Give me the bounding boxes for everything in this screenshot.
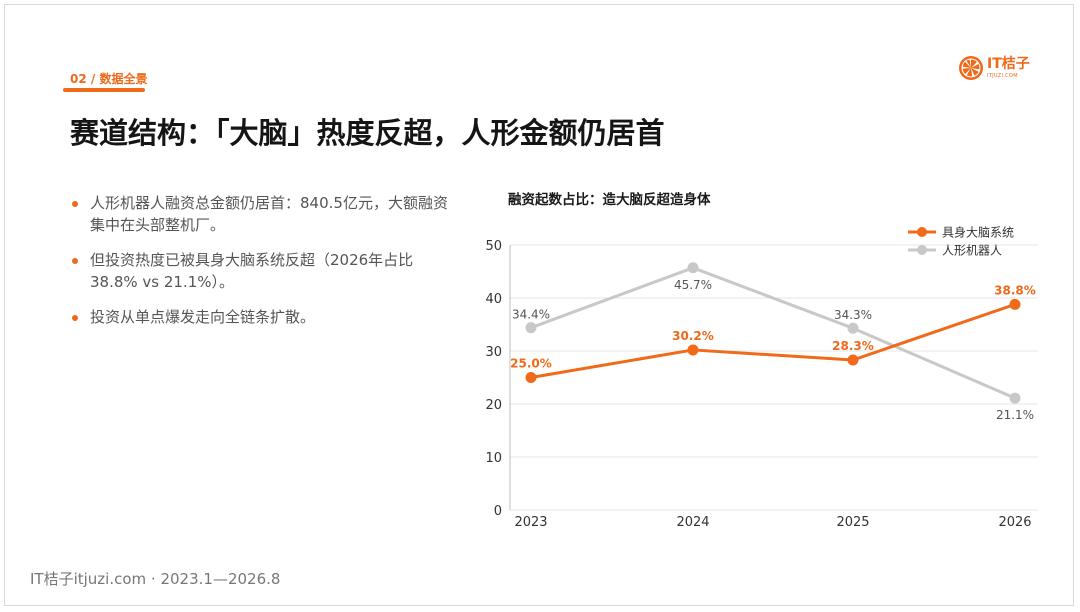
data-label-humanoid: 34.3% [834, 308, 872, 322]
data-point-humanoid [1009, 392, 1021, 404]
y-tick-label: 30 [485, 345, 502, 360]
data-label-humanoid: 34.4% [512, 308, 550, 322]
y-tick-label: 50 [485, 239, 502, 254]
section-underline [63, 88, 145, 92]
page-title: 赛道结构：「大脑」热度反超，人形金额仍居首 [70, 116, 665, 150]
bullet-list: 人形机器人融资总金额仍居首：840.5亿元，大额融资集中在头部整机厂。 但投资热… [72, 192, 452, 341]
bullet-dot [72, 315, 78, 321]
bullet-dot [72, 258, 78, 264]
series-line-humanoid [530, 266, 1016, 400]
slide-frame [4, 4, 1074, 606]
orange-slice-icon [959, 56, 983, 80]
bullet-text: 人形机器人融资总金额仍居首：840.5亿元，大额融资集中在头部整机厂。 [90, 194, 448, 234]
legend-swatch-marker [917, 245, 927, 255]
data-point-brain-system [847, 354, 859, 366]
y-tick-label: 0 [494, 504, 502, 519]
data-label-brain-system: 30.2% [672, 329, 714, 343]
bullet-item: 人形机器人融资总金额仍居首：840.5亿元，大额融资集中在头部整机厂。 [72, 192, 452, 236]
bullet-item: 投资从单点爆发走向全链条扩散。 [72, 306, 452, 328]
x-tick-label: 2025 [836, 515, 869, 530]
data-point-humanoid [847, 322, 859, 334]
x-tick-label: 2026 [998, 515, 1031, 530]
bullet-text: 投资从单点爆发走向全链条扩散。 [90, 308, 316, 326]
y-tick-label: 10 [485, 451, 502, 466]
data-point-brain-system [687, 344, 699, 356]
series-line-brain-system [530, 302, 1016, 379]
section-tag: 02 / 数据全景 [70, 72, 148, 86]
x-tick-label: 2023 [514, 515, 547, 530]
chart-title: 融资起数占比：造大脑反超造身体 [508, 192, 711, 208]
footer-source: IT桔子itjuzi.com · 2023.1—2026.8 [30, 570, 281, 588]
legend-label: 具身大脑系统 [942, 225, 1014, 240]
data-point-brain-system [1009, 298, 1021, 310]
data-point-humanoid [687, 262, 699, 274]
logo-sub: ITJUZI.COM [987, 73, 1018, 79]
logo-name: IT桔子 [987, 56, 1030, 72]
data-label-humanoid: 45.7% [674, 278, 712, 292]
line-chart: 0 10 20 30 40 50 2023 2024 2025 2026 34.4% 45.7% 34.… [485, 225, 1038, 530]
y-tick-label: 40 [485, 292, 502, 307]
bullet-dot [72, 201, 78, 207]
bullet-item: 但投资热度已被具身大脑系统反超（2026年占比38.8% vs 21.1%）。 [72, 249, 452, 293]
data-label-brain-system: 25.0% [510, 357, 552, 371]
data-point-humanoid [525, 322, 537, 334]
data-label-brain-system: 38.8% [994, 283, 1036, 297]
y-tick-label: 20 [485, 398, 502, 413]
data-label-humanoid: 21.1% [996, 408, 1034, 422]
data-label-brain-system: 28.3% [832, 339, 874, 353]
data-point-brain-system [525, 372, 537, 383]
legend-swatch-marker [917, 227, 927, 237]
x-tick-label: 2024 [676, 515, 709, 530]
legend-label: 人形机器人 [942, 244, 1002, 258]
bullet-text: 但投资热度已被具身大脑系统反超（2026年占比38.8% vs 21.1%）。 [90, 251, 414, 291]
